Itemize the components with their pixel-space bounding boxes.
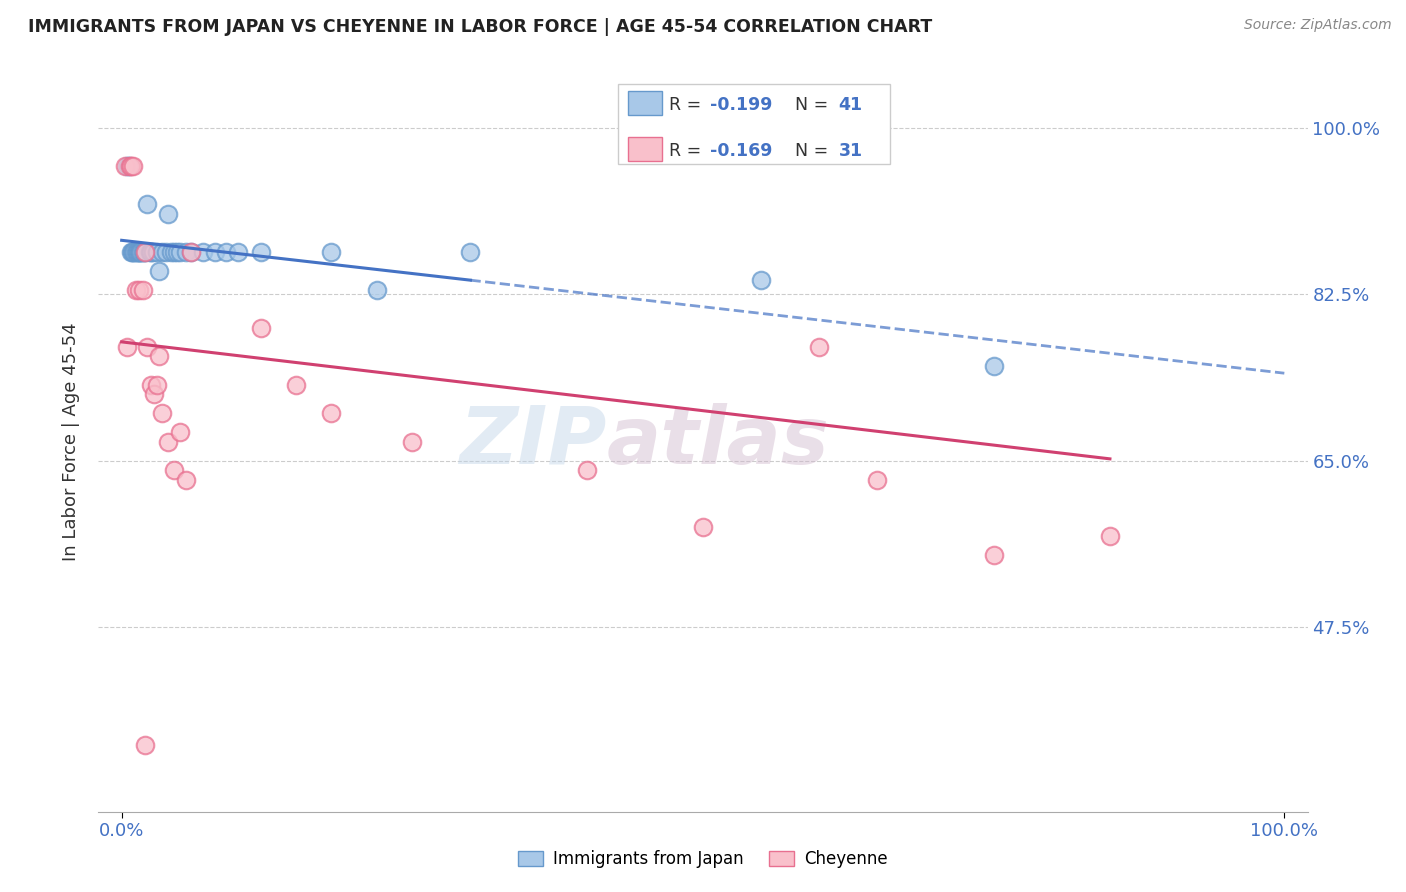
FancyBboxPatch shape [628, 91, 662, 115]
Text: R =: R = [669, 95, 707, 113]
Point [319, 406, 342, 420]
Point [180, 244, 202, 259]
Point [129, 244, 152, 259]
Point [148, 349, 170, 363]
Text: N =: N = [785, 142, 834, 160]
Point [117, 340, 139, 354]
Point [124, 244, 146, 259]
Point [122, 159, 145, 173]
Point [128, 244, 150, 259]
Point [131, 244, 153, 259]
Point [692, 520, 714, 534]
Text: atlas: atlas [606, 402, 830, 481]
Point [191, 244, 214, 259]
Point [134, 244, 156, 259]
Point [122, 244, 145, 259]
Point [808, 340, 831, 354]
Point [401, 434, 423, 449]
Point [142, 244, 165, 259]
Point [159, 244, 181, 259]
Legend: Immigrants from Japan, Cheyenne: Immigrants from Japan, Cheyenne [512, 844, 894, 875]
Point [114, 159, 136, 173]
Point [120, 159, 142, 173]
Y-axis label: In Labor Force | Age 45-54: In Labor Force | Age 45-54 [62, 322, 80, 561]
Point [150, 244, 173, 259]
Point [125, 244, 148, 259]
FancyBboxPatch shape [628, 137, 662, 161]
Point [169, 425, 191, 439]
Point [749, 273, 772, 287]
Point [204, 244, 226, 259]
Point [118, 159, 141, 173]
Point [174, 244, 197, 259]
Point [169, 244, 191, 259]
Point [148, 263, 170, 277]
Point [131, 244, 153, 259]
Point [180, 244, 202, 259]
Point [124, 244, 146, 259]
Point [136, 340, 159, 354]
Point [127, 244, 149, 259]
Point [145, 244, 167, 259]
Point [166, 244, 188, 259]
Point [143, 387, 166, 401]
Point [250, 244, 273, 259]
Point [129, 244, 152, 259]
Point [138, 244, 160, 259]
Point [163, 463, 186, 477]
Point [460, 244, 482, 259]
Point [226, 244, 249, 259]
FancyBboxPatch shape [619, 84, 890, 164]
Point [1098, 529, 1121, 543]
Point [163, 244, 186, 259]
Text: R =: R = [669, 142, 707, 160]
Point [118, 159, 141, 173]
Point [285, 377, 308, 392]
Point [134, 244, 156, 259]
Point [157, 434, 180, 449]
Point [134, 739, 156, 753]
Point [145, 377, 167, 392]
Point [121, 244, 143, 259]
Point [250, 320, 273, 334]
Point [120, 244, 142, 259]
Point [150, 406, 173, 420]
Text: -0.199: -0.199 [710, 95, 773, 113]
Point [866, 473, 889, 487]
Point [136, 197, 159, 211]
Point [131, 283, 153, 297]
Point [139, 377, 162, 392]
Point [319, 244, 342, 259]
Point [124, 283, 146, 297]
Text: N =: N = [785, 95, 834, 113]
Point [366, 283, 388, 297]
Point [155, 244, 177, 259]
Point [132, 244, 155, 259]
Point [157, 207, 180, 221]
Text: 31: 31 [838, 142, 862, 160]
Text: IMMIGRANTS FROM JAPAN VS CHEYENNE IN LABOR FORCE | AGE 45-54 CORRELATION CHART: IMMIGRANTS FROM JAPAN VS CHEYENNE IN LAB… [28, 18, 932, 36]
Point [128, 283, 150, 297]
Point [575, 463, 598, 477]
Point [117, 159, 139, 173]
Text: 41: 41 [838, 95, 862, 113]
Point [215, 244, 238, 259]
Point [983, 549, 1005, 563]
Text: -0.169: -0.169 [710, 142, 773, 160]
Text: Source: ZipAtlas.com: Source: ZipAtlas.com [1244, 18, 1392, 32]
Point [174, 473, 197, 487]
Text: ZIP: ZIP [458, 402, 606, 481]
Point [139, 244, 162, 259]
Point [983, 359, 1005, 373]
